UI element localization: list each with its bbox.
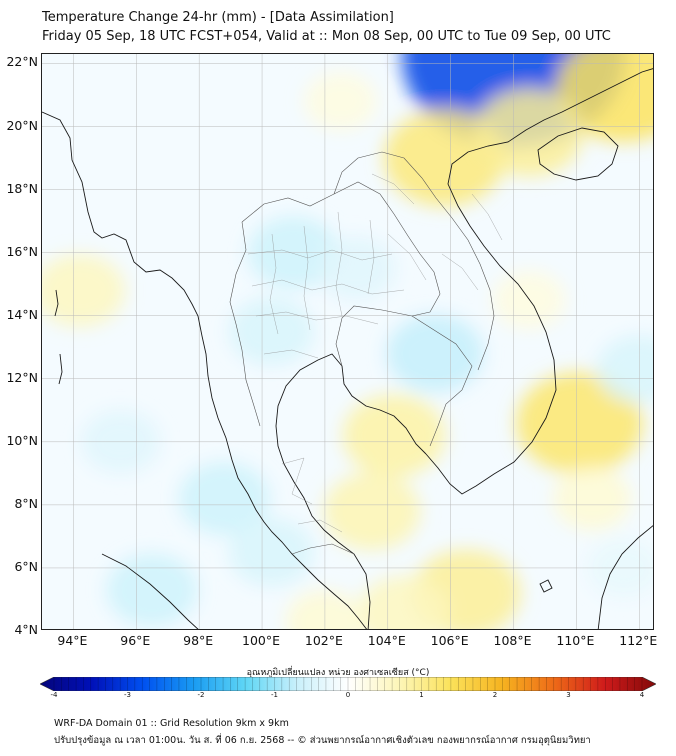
border-thailand-laos	[241, 181, 441, 317]
anomaly-blob-2	[383, 109, 505, 207]
colorbar-title: อุณหภูมิเปลี่ยนแปลง หน่วย องศาเซลเซียส (…	[246, 668, 430, 678]
anomaly-blob-11	[516, 372, 644, 474]
lon-label: 102°E	[304, 633, 343, 648]
coastline-hainan	[537, 127, 619, 181]
lon-label: 108°E	[493, 633, 532, 648]
map-panel	[41, 53, 654, 630]
lon-label: 110°E	[556, 633, 595, 648]
lat-label: 20°N	[6, 117, 38, 133]
anomaly-blob-13	[178, 462, 270, 535]
lon-label: 106°E	[430, 633, 469, 648]
anomaly-blob-8	[316, 236, 396, 301]
lon-label: 96°E	[120, 633, 151, 648]
graticule	[42, 54, 653, 629]
colorbar-label: -3	[124, 691, 131, 699]
border-myanmar-thailand	[229, 221, 261, 427]
colorbar-label: 2	[492, 691, 498, 699]
anomaly-blob-18	[358, 575, 449, 629]
national-borders	[229, 151, 495, 555]
coastline-gulf-of-thailand	[275, 353, 427, 629]
border-laos-vietnam	[333, 151, 495, 371]
coastline-islands	[539, 579, 553, 593]
provincial-boundaries	[247, 173, 503, 533]
lat-label: 12°N	[6, 369, 38, 385]
lon-label: 112°E	[619, 633, 658, 648]
colorbar-label: 4	[639, 691, 645, 699]
lon-label: 94°E	[57, 633, 88, 648]
colorbar-gradient	[40, 677, 656, 691]
lat-label: 16°N	[6, 243, 38, 259]
anomaly-blob-15	[106, 553, 198, 627]
anomaly-blob-5	[42, 254, 126, 327]
footer-credit: ปรับปรุงข้อมูล ณ เวลา 01:00น. วัน ส. ที่…	[54, 735, 591, 746]
anomaly-blob-7	[228, 297, 314, 366]
colorbar-label: -4	[50, 691, 58, 699]
anomaly-blob-4	[304, 72, 378, 131]
lat-label: 22°N	[6, 54, 38, 70]
chart-title: Temperature Change 24-hr (mm) - [Data As…	[42, 10, 394, 25]
anomaly-blob-9	[386, 314, 484, 393]
lat-label: 8°N	[14, 495, 38, 511]
coastline-vietnam	[425, 68, 653, 495]
lat-label: 6°N	[14, 558, 38, 574]
coastline-borneo	[597, 525, 653, 629]
anomaly-blob-20	[552, 466, 632, 531]
footer-model-info: WRF-DA Domain 01 :: Grid Resolution 9km …	[54, 718, 289, 729]
colorbar-label: 3	[566, 691, 571, 699]
colorbar-ticks	[53, 677, 643, 691]
chart-subtitle: Friday 05 Sep, 18 UTC FCST+054, Valid at…	[42, 29, 611, 44]
colorbar-label: -2	[197, 691, 205, 699]
colorbar	[40, 677, 656, 691]
lon-label: 104°E	[367, 633, 406, 648]
coastline-andaman	[54, 289, 63, 385]
anomaly-blob-16	[323, 472, 421, 550]
anomaly-field	[42, 54, 653, 629]
colorbar-label: 0	[345, 691, 351, 699]
lat-label: 14°N	[6, 306, 38, 322]
colorbar-label: 1	[419, 691, 424, 699]
anomaly-blob-14	[228, 518, 314, 587]
lon-label: 98°E	[183, 633, 214, 648]
lat-label: 10°N	[6, 432, 38, 448]
anomaly-blob-10	[342, 394, 446, 477]
lon-label: 100°E	[242, 633, 281, 648]
border-cambodia-vietnam	[411, 315, 473, 447]
temperature-change-map	[42, 54, 653, 629]
coastline-sumatra	[101, 553, 199, 629]
lat-label: 4°N	[14, 622, 38, 637]
anomaly-blob-21	[596, 335, 653, 404]
border-thailand-malaysia	[291, 543, 355, 555]
lat-label: 18°N	[6, 180, 38, 196]
anomaly-blob-3	[474, 89, 584, 177]
border-thailand-cambodia	[335, 305, 413, 367]
colorbar-label: -1	[271, 691, 278, 699]
